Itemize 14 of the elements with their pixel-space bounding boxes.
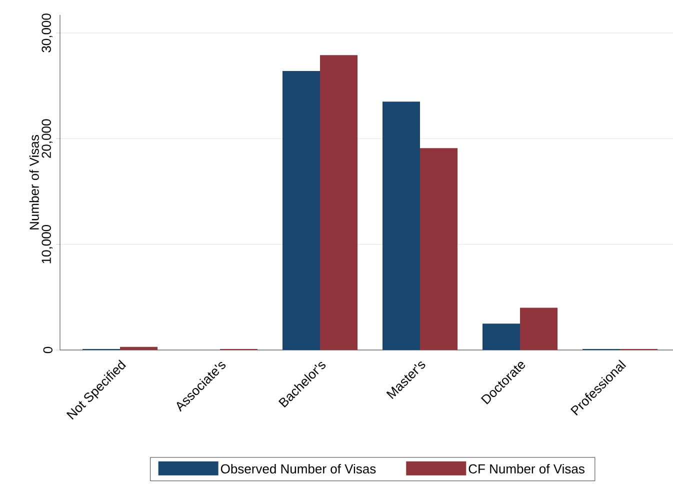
bar (520, 308, 558, 350)
legend-label: Observed Number of Visas (220, 464, 376, 474)
bar (320, 55, 358, 350)
y-axis-title: Number of Visas (29, 135, 39, 230)
y-tick-label: 30,000 (42, 14, 52, 52)
bar (482, 324, 520, 350)
legend-label: CF Number of Visas (468, 464, 584, 474)
y-tick-label: 0 (43, 346, 52, 354)
bar (420, 148, 458, 350)
y-tick-label: 20,000 (42, 119, 52, 158)
bar (382, 102, 420, 350)
bar (282, 71, 320, 350)
bar (120, 346, 158, 350)
y-tick-label: 10,000 (42, 224, 52, 264)
